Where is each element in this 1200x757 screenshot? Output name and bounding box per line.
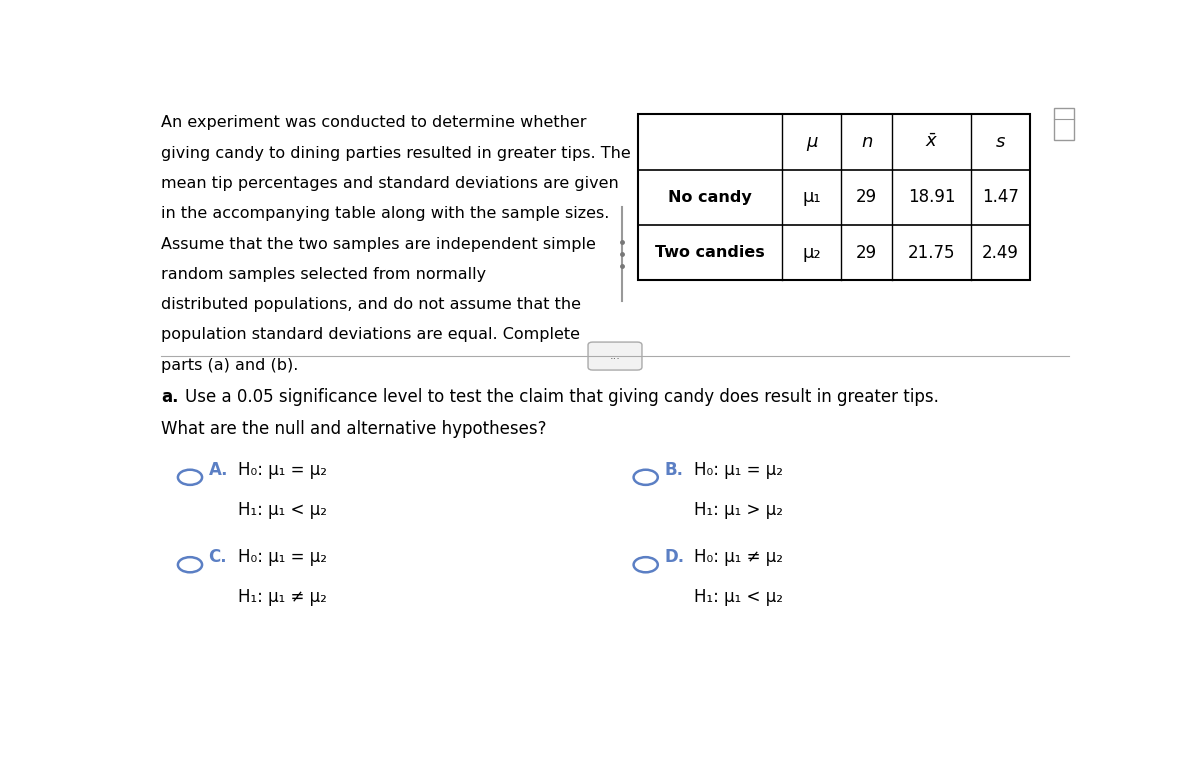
Text: population standard deviations are equal. Complete: population standard deviations are equal… [161, 328, 580, 342]
Text: What are the null and alternative hypotheses?: What are the null and alternative hypoth… [161, 420, 547, 438]
Text: mean tip percentages and standard deviations are given: mean tip percentages and standard deviat… [161, 176, 619, 191]
Text: C.: C. [209, 548, 227, 566]
Text: in the accompanying table along with the sample sizes.: in the accompanying table along with the… [161, 206, 610, 221]
Text: D.: D. [665, 548, 684, 566]
Text: H₀: μ₁ ≠ μ₂: H₀: μ₁ ≠ μ₂ [694, 548, 784, 566]
Text: A.: A. [209, 461, 228, 479]
Text: μ₁: μ₁ [803, 188, 821, 206]
Text: ...: ... [610, 351, 620, 361]
Text: $\bar{x}$: $\bar{x}$ [925, 132, 938, 151]
Text: 29: 29 [856, 188, 877, 206]
Text: H₀: μ₁ = μ₂: H₀: μ₁ = μ₂ [239, 461, 328, 479]
Text: Two candies: Two candies [655, 245, 766, 260]
Text: Assume that the two samples are independent simple: Assume that the two samples are independ… [161, 236, 596, 251]
Text: H₁: μ₁ < μ₂: H₁: μ₁ < μ₂ [694, 588, 784, 606]
Text: parts (a) and (b).: parts (a) and (b). [161, 358, 299, 372]
Text: 18.91: 18.91 [908, 188, 955, 206]
Text: 21.75: 21.75 [908, 244, 955, 262]
Text: s: s [996, 132, 1006, 151]
Text: 1.47: 1.47 [982, 188, 1019, 206]
Text: random samples selected from normally: random samples selected from normally [161, 267, 486, 282]
Text: H₀: μ₁ = μ₂: H₀: μ₁ = μ₂ [694, 461, 784, 479]
Text: H₀: μ₁ = μ₂: H₀: μ₁ = μ₂ [239, 548, 328, 566]
Text: Use a 0.05 significance level to test the claim that giving candy does result in: Use a 0.05 significance level to test th… [185, 388, 940, 406]
Text: distributed populations, and do not assume that the: distributed populations, and do not assu… [161, 298, 581, 312]
Bar [1054, 108, 1074, 140]
Bar [638, 114, 1030, 280]
Text: An experiment was conducted to determine whether: An experiment was conducted to determine… [161, 115, 587, 130]
Text: No candy: No candy [668, 190, 752, 204]
Text: 2.49: 2.49 [982, 244, 1019, 262]
Text: 29: 29 [856, 244, 877, 262]
Text: μ: μ [806, 132, 817, 151]
FancyBboxPatch shape [588, 342, 642, 370]
Text: giving candy to dining parties resulted in greater tips. The: giving candy to dining parties resulted … [161, 145, 631, 160]
Text: n: n [860, 132, 872, 151]
Text: H₁: μ₁ > μ₂: H₁: μ₁ > μ₂ [694, 500, 784, 519]
Text: μ₂: μ₂ [803, 244, 821, 262]
Text: B.: B. [665, 461, 683, 479]
Text: a.: a. [161, 388, 179, 406]
Text: H₁: μ₁ ≠ μ₂: H₁: μ₁ ≠ μ₂ [239, 588, 328, 606]
Text: H₁: μ₁ < μ₂: H₁: μ₁ < μ₂ [239, 500, 328, 519]
